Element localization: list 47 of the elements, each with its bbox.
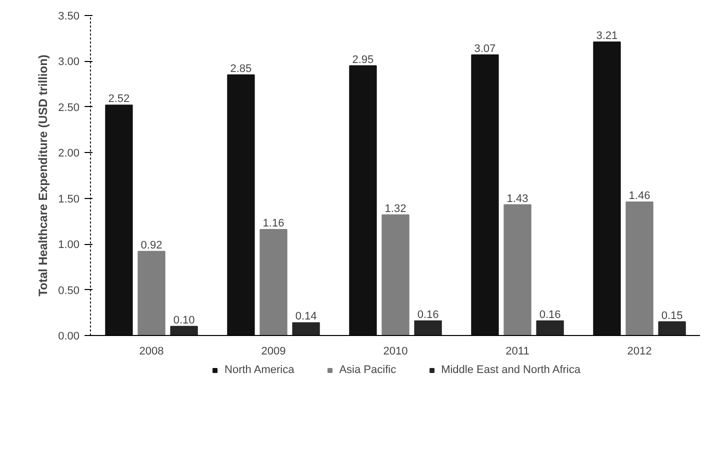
bar (349, 65, 377, 336)
data-label: 3.21 (596, 30, 618, 42)
bar (658, 321, 686, 336)
bar (382, 214, 410, 336)
data-label: 1.16 (262, 217, 284, 230)
x-tick-label: 2011 (506, 346, 530, 358)
bar (536, 320, 564, 336)
data-label: 0.16 (417, 308, 439, 321)
y-tick-label: 2.00 (58, 148, 80, 160)
data-label: 0.92 (140, 239, 162, 252)
bar (170, 326, 198, 336)
data-label: 2.52 (108, 93, 130, 106)
data-label: 0.16 (539, 308, 561, 321)
y-tick-label: 2.50 (58, 102, 80, 114)
data-label: 0.15 (661, 310, 683, 322)
y-tick-label: 3.00 (58, 56, 80, 68)
data-label: 0.14 (295, 310, 317, 323)
bar (414, 320, 442, 336)
legend-label: Asia Pacific (339, 364, 396, 376)
bar (138, 250, 166, 336)
data-label: 2.95 (352, 54, 374, 66)
data-label: 0.10 (173, 314, 195, 326)
x-tick-label: 2012 (627, 346, 652, 358)
data-label: 1.32 (384, 202, 406, 215)
y-tick-label: 1.00 (58, 239, 80, 252)
bar (593, 42, 621, 336)
y-tick-label: 3.50 (58, 10, 80, 22)
y-axis-title: Total Healthcare Expenditure (USD trillion) (36, 54, 50, 296)
legend-label: Middle East and North Africa (441, 364, 580, 376)
y-tick-label: 0.00 (58, 330, 80, 342)
bar (260, 228, 288, 336)
x-tick-label: 2010 (383, 346, 408, 358)
data-label: 2.85 (230, 62, 252, 75)
bar (105, 104, 133, 336)
y-tick-label: 0.50 (58, 284, 80, 297)
legend-label: North America (224, 364, 294, 376)
bar (227, 74, 255, 336)
y-tick-label: 1.50 (58, 193, 80, 206)
bar (626, 202, 654, 336)
bar (504, 204, 532, 336)
data-label: 1.46 (628, 190, 650, 202)
data-label: 3.07 (474, 42, 496, 55)
bar (471, 54, 499, 336)
x-tick-label: 2008 (139, 346, 164, 358)
bar (292, 322, 320, 336)
data-label: 1.43 (506, 192, 528, 205)
x-tick-label: 2009 (261, 346, 286, 358)
